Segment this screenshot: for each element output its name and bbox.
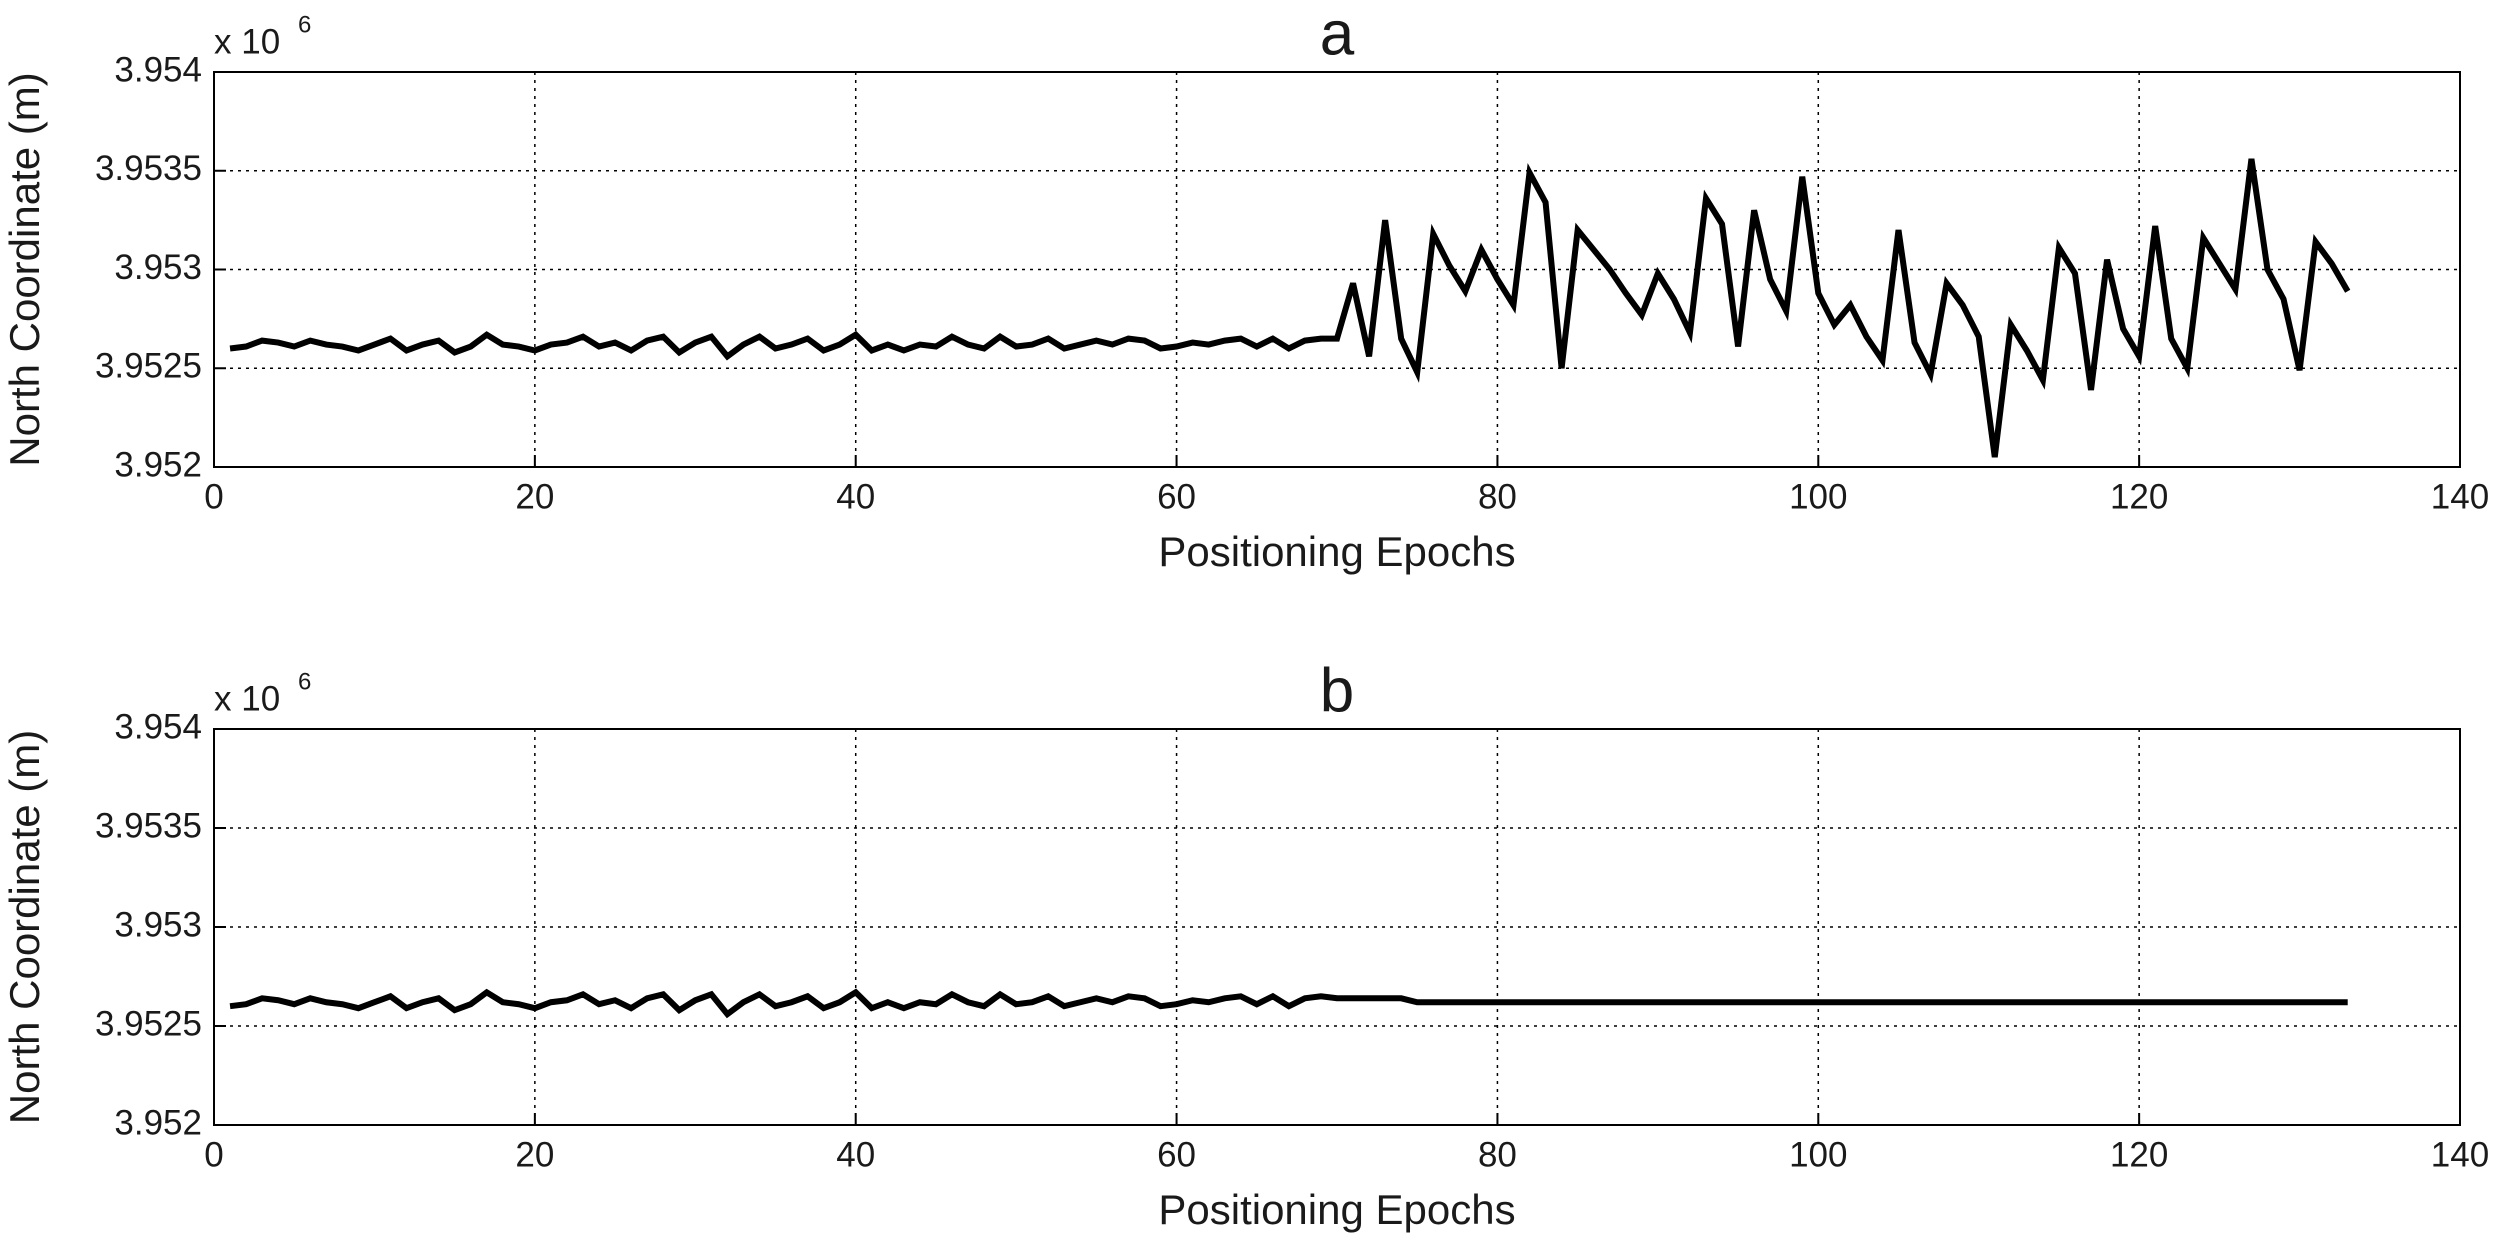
chart-title: b [1320,656,1354,725]
x-tick-label: 100 [1789,1135,1847,1174]
x-tick-label: 120 [2110,477,2168,516]
x-tick-label: 0 [204,1135,223,1174]
x-tick-label: 140 [2431,477,2489,516]
y-tick-label: 3.954 [114,50,202,89]
x-axis-label: Positioning Epochs [1158,1186,1515,1233]
data-line [229,988,2348,1019]
y-axis-label: North Coordinate (m) [1,730,48,1124]
x-tick-label: 40 [836,477,875,516]
y-tick-label: 3.9525 [95,1004,202,1043]
y-axis-label: North Coordinate (m) [1,72,48,466]
x-tick-label: 20 [515,1135,554,1174]
x-tick-label: 80 [1478,477,1517,516]
y-tick-label: 3.9525 [95,347,202,386]
plot-frame [213,71,2461,468]
x-tick-label: 60 [1157,1135,1196,1174]
y-tick-label: 3.9535 [95,149,202,188]
y-tick-label: 3.952 [114,445,202,484]
x-tick-label: 0 [204,477,223,516]
plot-frame [213,728,2461,1126]
x-tick-label: 20 [515,477,554,516]
data-line [229,158,2351,458]
y-scale-exponent: 6 [298,668,311,695]
x-tick-label: 120 [2110,1135,2168,1174]
y-scale-label: x 10 [214,22,280,61]
x-tick-label: 40 [836,1135,875,1174]
y-scale-exponent: 6 [298,11,311,38]
x-tick-label: 140 [2431,1135,2489,1174]
y-scale-label: x 10 [214,679,280,718]
y-tick-label: 3.953 [114,905,202,944]
y-tick-label: 3.954 [114,707,202,746]
y-tick-label: 3.9535 [95,806,202,845]
x-tick-label: 60 [1157,477,1196,516]
x-tick-label: 100 [1789,477,1847,516]
y-tick-label: 3.952 [114,1103,202,1142]
x-tick-label: 80 [1478,1135,1517,1174]
x-axis-label: Positioning Epochs [1158,528,1515,575]
chart-title: a [1320,0,1355,68]
y-tick-label: 3.953 [114,248,202,287]
